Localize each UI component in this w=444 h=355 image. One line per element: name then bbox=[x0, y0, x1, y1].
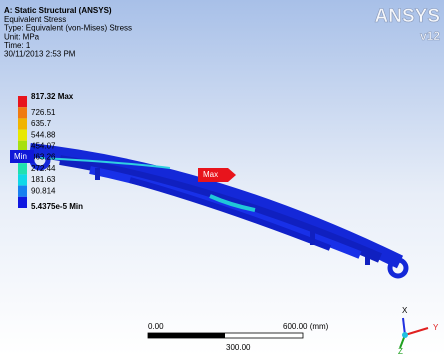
legend-label: 726.51 bbox=[31, 108, 56, 117]
triad-y: Y bbox=[433, 323, 439, 332]
header-line: 30/11/2013 2:53 PM bbox=[4, 50, 76, 59]
title: A: Static Structural (ANSYS) bbox=[4, 6, 112, 15]
triad bbox=[400, 318, 428, 348]
legend-label: 5.4375e-5 Min bbox=[31, 202, 83, 211]
legend-label: 272.44 bbox=[31, 164, 56, 173]
max-probe: Max bbox=[203, 170, 218, 179]
legend-swatch bbox=[18, 118, 27, 129]
legend-label: 817.32 Max bbox=[31, 92, 74, 101]
triad-x: X bbox=[402, 306, 408, 315]
graphics: A: Static Structural (ANSYS) Equivalent … bbox=[0, 0, 444, 355]
legend-label: 181.63 bbox=[31, 175, 56, 184]
legend-label: 544.88 bbox=[31, 130, 56, 139]
scale-end: 600.00 (mm) bbox=[283, 322, 329, 331]
legend-swatch bbox=[18, 174, 27, 185]
scale-mid: 300.00 bbox=[226, 343, 251, 352]
legend-label: 454.07 bbox=[31, 142, 56, 151]
logo: ANSYS bbox=[375, 6, 440, 27]
logo-version: v12 bbox=[420, 29, 440, 43]
legend-label: 90.814 bbox=[31, 186, 56, 195]
legend-label: 635.7 bbox=[31, 119, 52, 128]
legend-swatch bbox=[18, 186, 27, 197]
legend-swatch bbox=[18, 107, 27, 118]
viewport: A: Static Structural (ANSYS) Equivalent … bbox=[0, 0, 444, 355]
scale-start: 0.00 bbox=[148, 322, 164, 331]
min-probe: Min bbox=[14, 152, 27, 161]
scale-bar-segment bbox=[148, 333, 225, 338]
legend-swatch bbox=[18, 197, 27, 208]
legend-swatch bbox=[18, 163, 27, 174]
legend-swatch bbox=[18, 96, 27, 107]
triad-z: Z bbox=[398, 347, 403, 355]
legend-swatch bbox=[18, 130, 27, 141]
legend-label: 363.26 bbox=[31, 153, 56, 162]
